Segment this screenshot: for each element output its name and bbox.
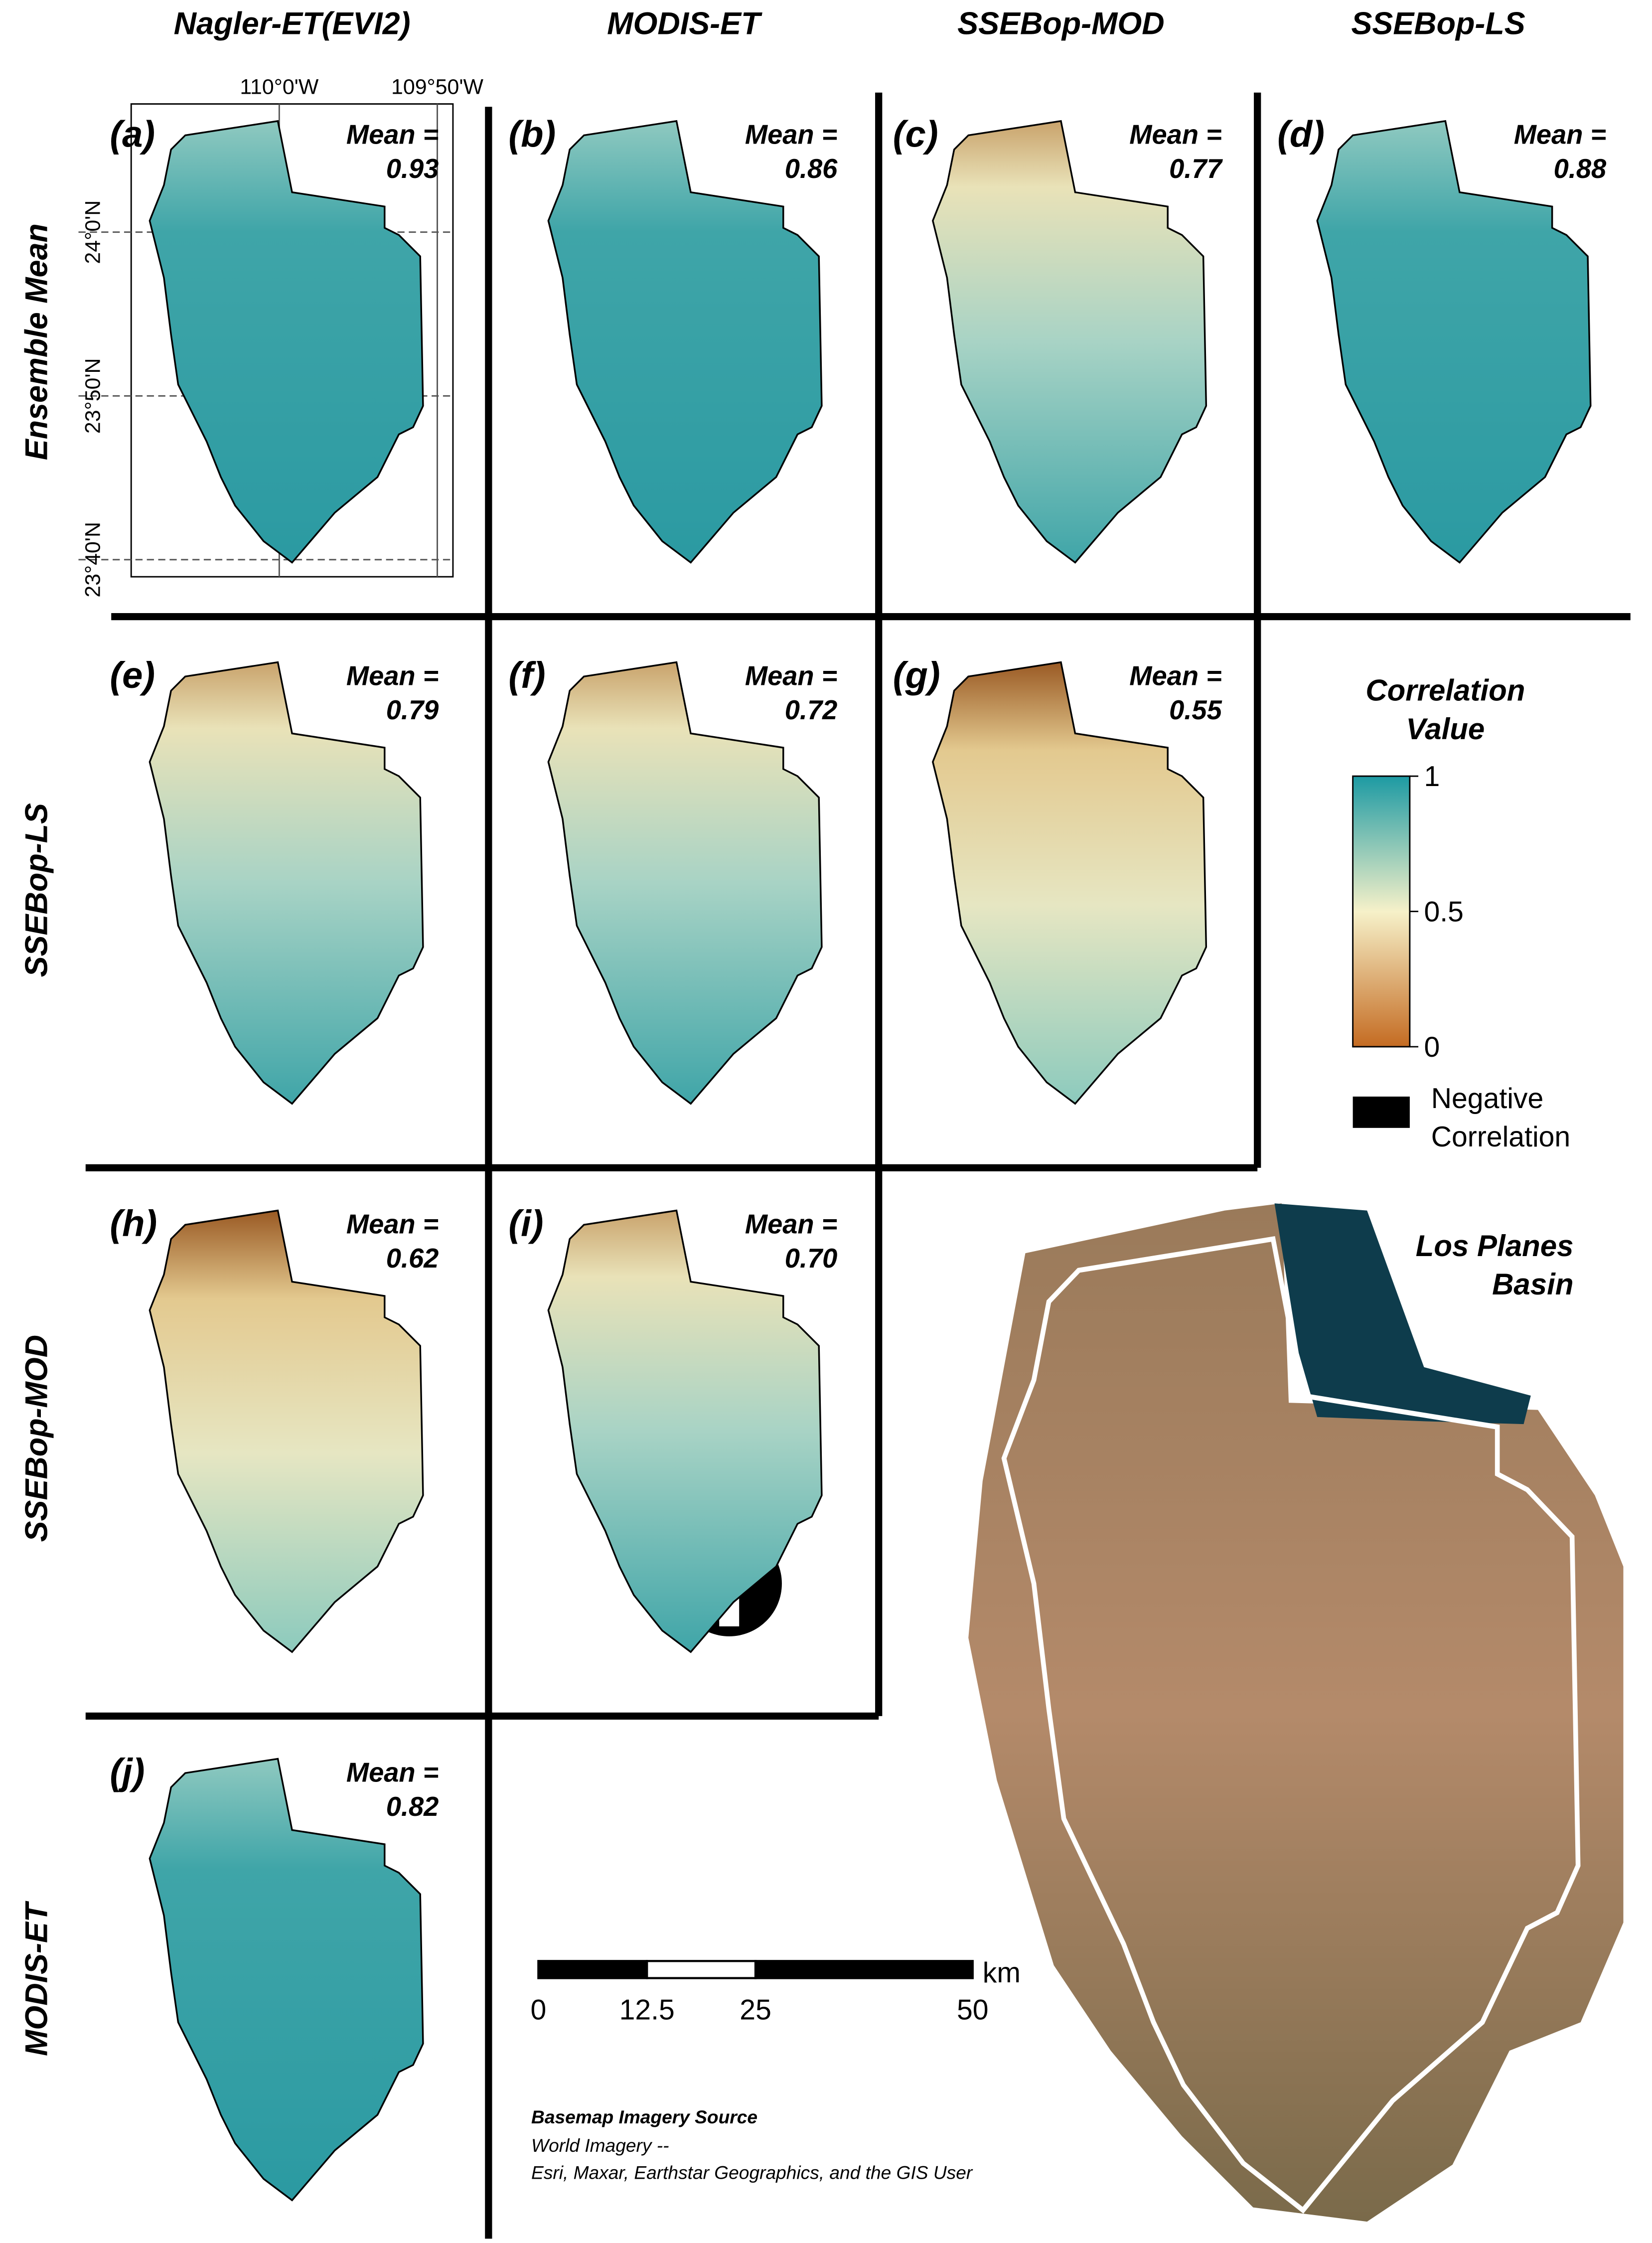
mean-label: Mean = [346, 120, 439, 150]
scale-segment [646, 1960, 757, 1979]
panel-label: (e) [110, 654, 155, 696]
basin-map [1316, 120, 1592, 564]
basin-map [149, 120, 424, 564]
row-header: SSEBop-LS [19, 803, 54, 977]
scale-bar: 0 12.5 25 50 km [530, 1957, 1020, 2026]
mean-label: Mean = [745, 120, 837, 150]
lon-label: 109°50'W [391, 75, 483, 99]
content: Nagler-ET(EVI2) MODIS-ET SSEBop-MOD SSEBop-… [19, 6, 1607, 2201]
basin-map [547, 661, 823, 1105]
column-header: SSEBop-LS [1352, 6, 1525, 41]
panel-label: (b) [508, 113, 556, 155]
panel-label: (f) [508, 654, 545, 696]
basin-map [149, 661, 424, 1105]
column-header: Nagler-ET(EVI2) [174, 6, 411, 41]
lon-label: 110°0'W [240, 75, 318, 99]
scale-segment [754, 1960, 974, 1979]
mean-label: Mean = [346, 1209, 439, 1239]
basin-map [932, 120, 1207, 564]
basin-map [932, 661, 1207, 1105]
sea [1274, 1203, 1531, 1425]
basin-map [149, 1758, 424, 2201]
row-header: Ensemble Mean [19, 223, 54, 460]
mean-label: Mean = [745, 660, 837, 691]
mean-value: 0.70 [785, 1243, 838, 1274]
source-line: World Imagery -- [531, 2135, 669, 2156]
scale-label: 0 [530, 1994, 546, 2026]
colorbar-label: 0.5 [1424, 896, 1464, 928]
inset-map [968, 1203, 1624, 2222]
mean-value: 0.93 [386, 154, 439, 184]
mean-value: 0.62 [386, 1243, 439, 1274]
colorbar-label: 1 [1424, 761, 1440, 793]
legend-title: Value [1406, 712, 1485, 746]
mean-value: 0.86 [785, 154, 838, 184]
colorbar [1352, 775, 1411, 1048]
lat-label: 23°50'N [81, 358, 105, 434]
panel-label: (g) [893, 654, 940, 696]
column-header: SSEBop-MOD [957, 6, 1164, 41]
mean-label: Mean = [1129, 120, 1221, 150]
basin-map [149, 1209, 424, 1653]
colorbar-label: 0 [1424, 1031, 1440, 1063]
scale-label: 25 [740, 1994, 771, 2026]
panel-label: (c) [893, 113, 938, 155]
scale-label: 50 [957, 1994, 989, 2026]
inset-title: Basin [1492, 1268, 1573, 1301]
mean-label: Mean = [1129, 660, 1221, 691]
source-title: Basemap Imagery Source [531, 2106, 757, 2127]
legend-title: Correlation [1365, 674, 1525, 707]
mean-label: Mean = [1514, 120, 1606, 150]
inset-title: Los Planes [1416, 1229, 1574, 1263]
mean-value: 0.79 [386, 695, 439, 725]
basin-map [547, 120, 823, 564]
mean-value: 0.88 [1554, 154, 1607, 184]
source-line: Esri, Maxar, Earthstar Geographics, and … [531, 2162, 973, 2183]
negative-label: Correlation [1431, 1121, 1570, 1153]
column-header: MODIS-ET [607, 6, 762, 41]
mean-label: Mean = [745, 1209, 837, 1239]
panel-label: (i) [508, 1203, 543, 1244]
panel-label: (d) [1277, 113, 1325, 155]
mean-value: 0.82 [386, 1791, 439, 1822]
mean-value: 0.77 [1169, 154, 1223, 184]
scale-segment [537, 1960, 648, 1979]
lat-label: 24°0'N [81, 200, 105, 264]
mean-label: Mean = [346, 1757, 439, 1787]
row-header: MODIS-ET [19, 1901, 54, 2056]
panel-label: (a) [110, 113, 155, 155]
dividers [85, 92, 1631, 2239]
scale-label: 12.5 [619, 1994, 675, 2026]
negative-label: Negative [1431, 1083, 1543, 1115]
mean-value: 0.72 [785, 695, 838, 725]
scale-unit: km [983, 1957, 1021, 1989]
negative-swatch [1352, 1097, 1410, 1128]
panel-label: (h) [110, 1203, 157, 1244]
row-header: SSEBop-MOD [19, 1335, 54, 1542]
mean-value: 0.55 [1169, 695, 1222, 725]
mean-label: Mean = [346, 660, 439, 691]
map-frame [130, 103, 454, 578]
panel-label: (j) [110, 1751, 145, 1792]
lat-label: 23°40'N [81, 522, 105, 598]
